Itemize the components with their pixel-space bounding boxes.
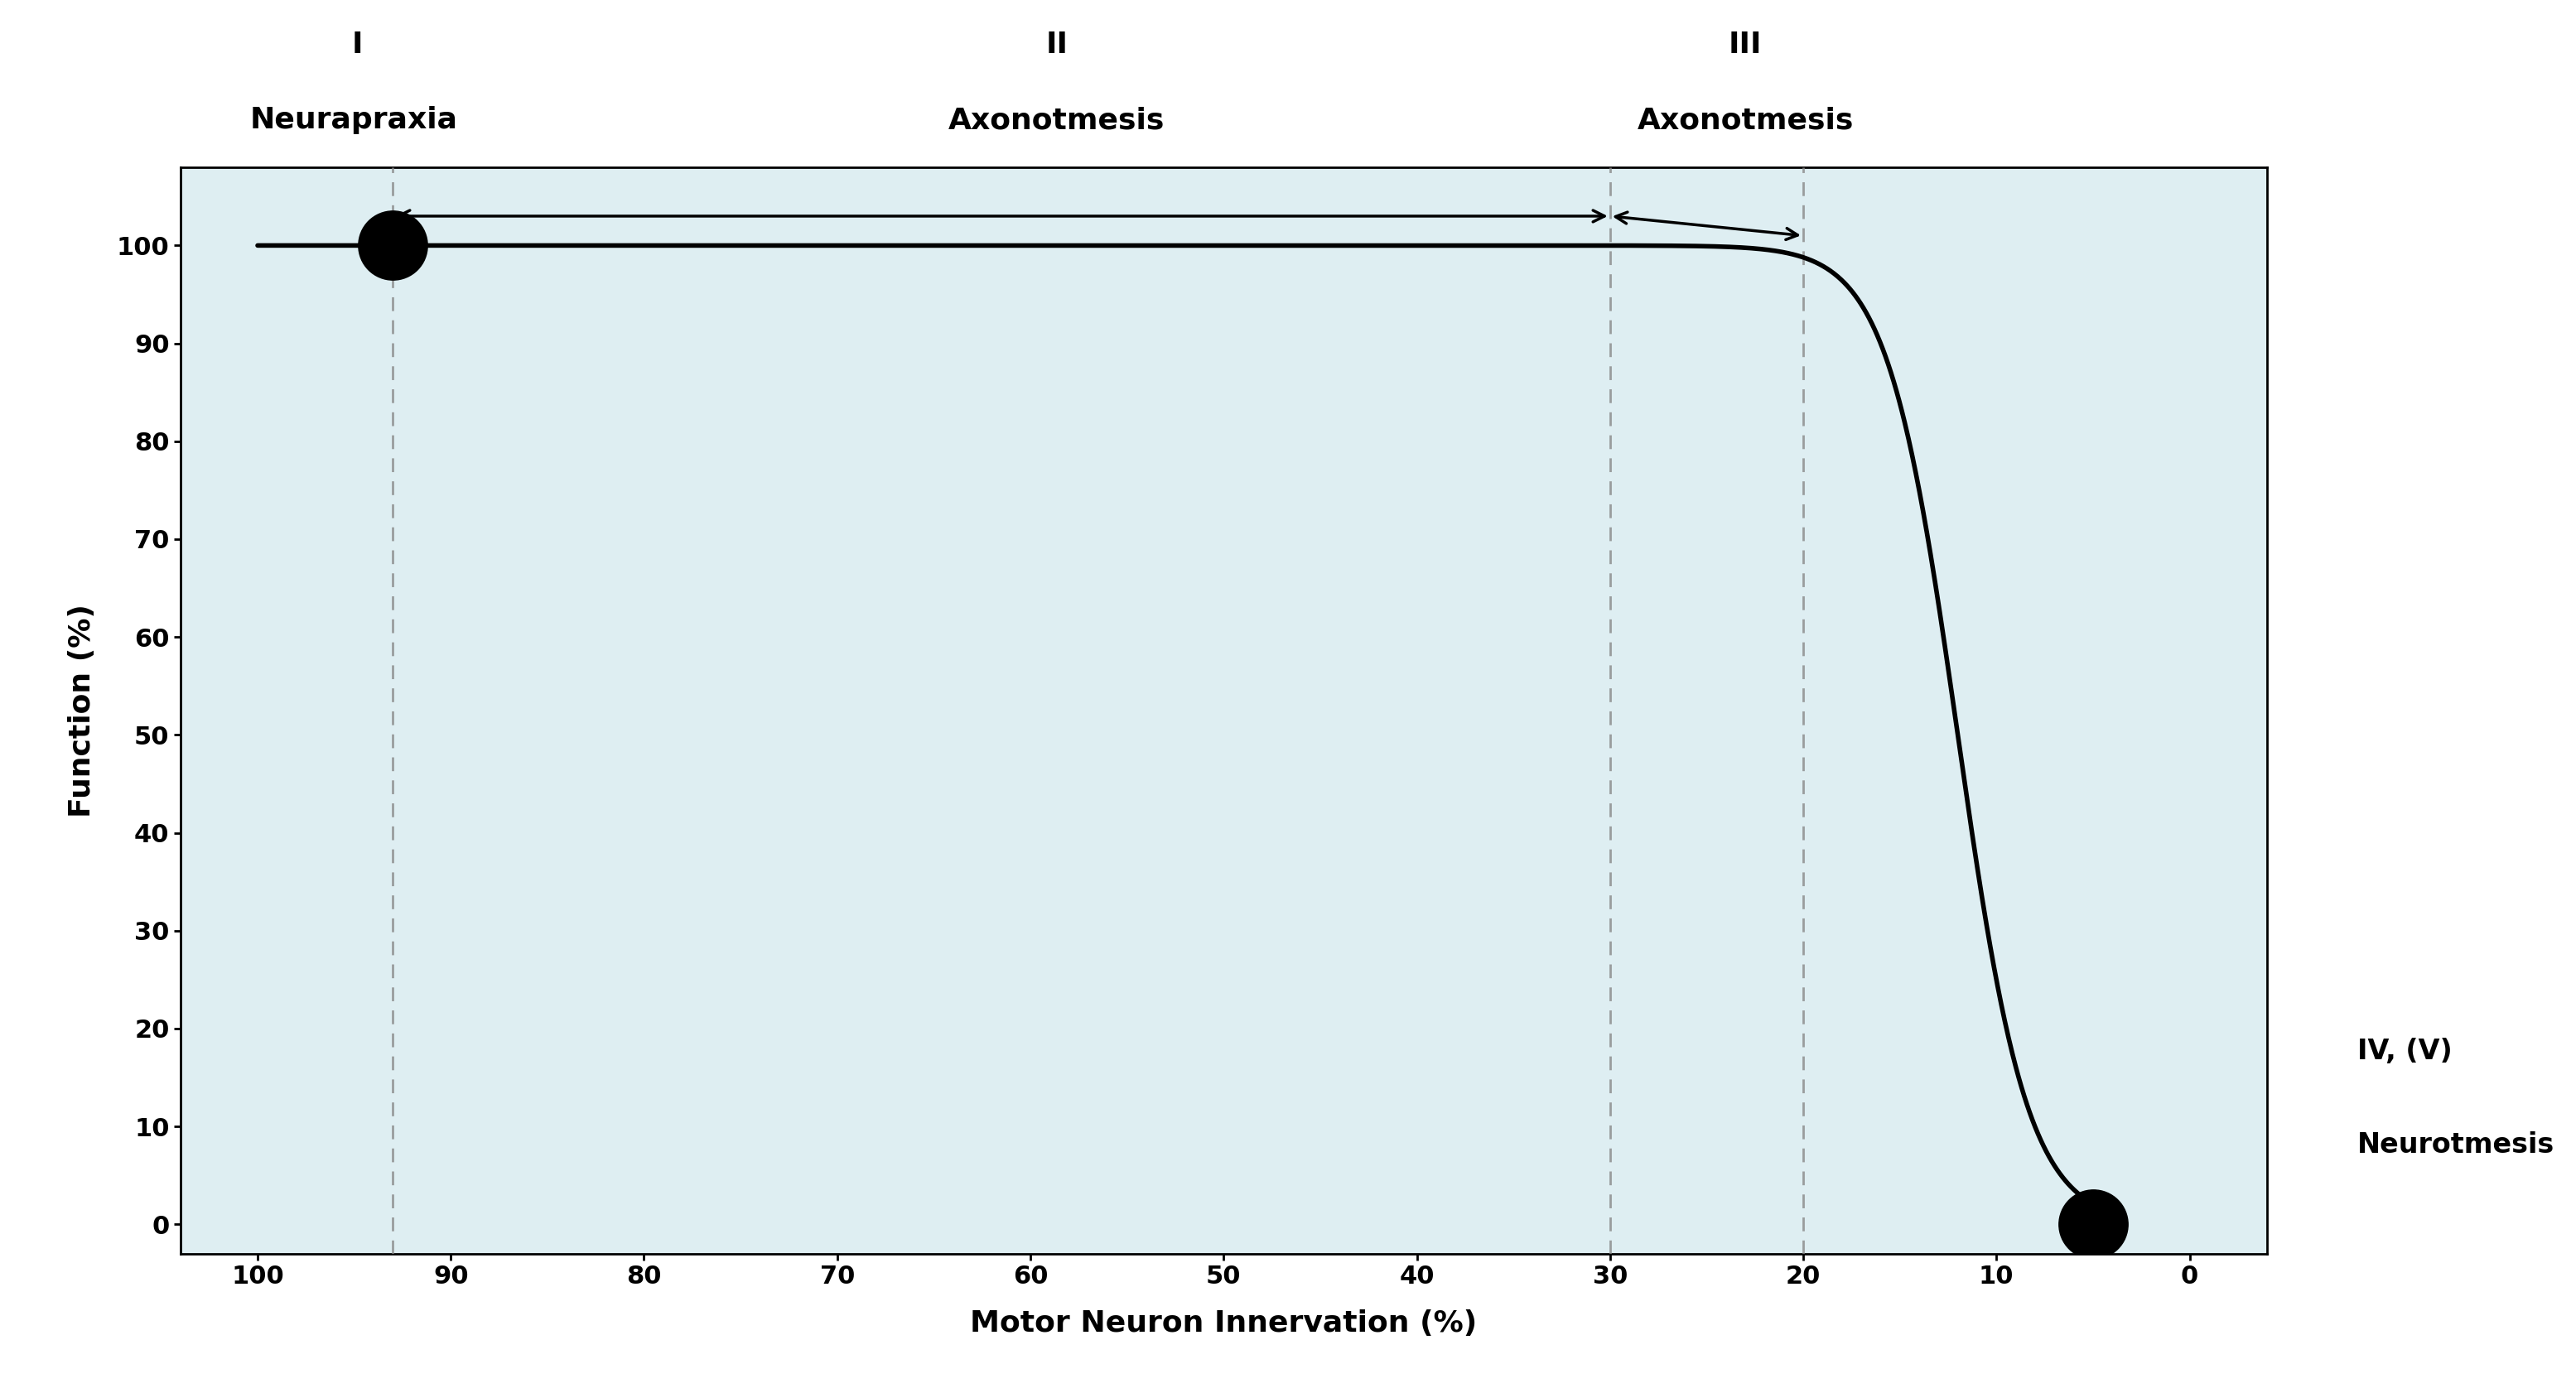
Text: II: II xyxy=(1046,31,1069,59)
Text: III: III xyxy=(1728,31,1762,59)
Point xyxy=(371,234,412,256)
Text: Axonotmesis: Axonotmesis xyxy=(948,106,1164,135)
Text: I: I xyxy=(353,31,363,59)
Text: Neurotmesis: Neurotmesis xyxy=(2357,1131,2555,1159)
Point xyxy=(2071,1213,2112,1236)
Text: IV, (V): IV, (V) xyxy=(2357,1038,2452,1066)
Text: Axonotmesis: Axonotmesis xyxy=(1636,106,1855,135)
X-axis label: Motor Neuron Innervation (%): Motor Neuron Innervation (%) xyxy=(971,1309,1476,1337)
Y-axis label: Function (%): Function (%) xyxy=(67,603,95,818)
Text: Neurapraxia: Neurapraxia xyxy=(250,106,459,135)
